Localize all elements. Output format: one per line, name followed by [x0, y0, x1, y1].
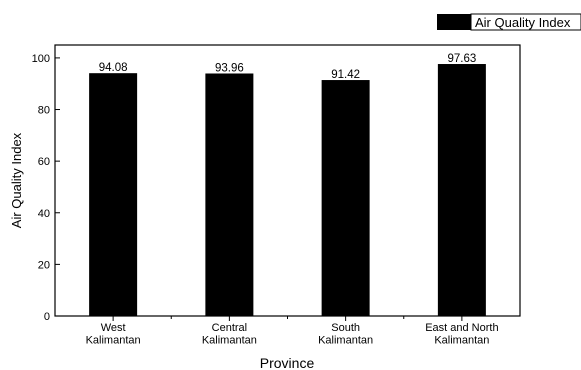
y-axis-ticks: 0 20 40 60 80 100 [32, 53, 60, 323]
x-axis-title: Province [260, 355, 315, 370]
x-tick-label: West Kalimantan [86, 322, 141, 347]
x-tick-label: Central Kalimantan [202, 322, 257, 347]
bar-value-label: 94.08 [99, 62, 128, 74]
y-axis-title: Air Quality Index [9, 132, 24, 228]
y-tick-label: 20 [38, 259, 50, 271]
bar-value-label: 93.96 [215, 62, 244, 74]
y-tick-label: 80 [38, 105, 50, 117]
bars-group [89, 64, 486, 317]
y-tick-label: 40 [38, 208, 50, 220]
legend-entry-box [470, 13, 581, 31]
bar [205, 73, 254, 316]
bar [321, 80, 370, 316]
y-tick-label: 100 [32, 53, 50, 65]
y-tick-label: 60 [38, 156, 50, 168]
bar [437, 64, 486, 316]
x-axis-ticks: West Kalimantan Central Kalimantan South Kali… [86, 316, 499, 347]
y-tick-label: 0 [44, 311, 50, 323]
bar [89, 73, 138, 317]
value-labels-group: 94.08 93.96 91.42 97.63 [99, 53, 477, 81]
legend: Air Quality Index [437, 13, 581, 31]
bar-value-label: 97.63 [447, 53, 476, 65]
legend-swatch [437, 14, 471, 30]
bar-value-label: 91.42 [331, 69, 360, 81]
legend-label: Air Quality Index [475, 15, 571, 30]
x-tick-label: South Kalimantan [318, 322, 373, 347]
x-tick-label: East and North Kalimantan [425, 322, 498, 347]
